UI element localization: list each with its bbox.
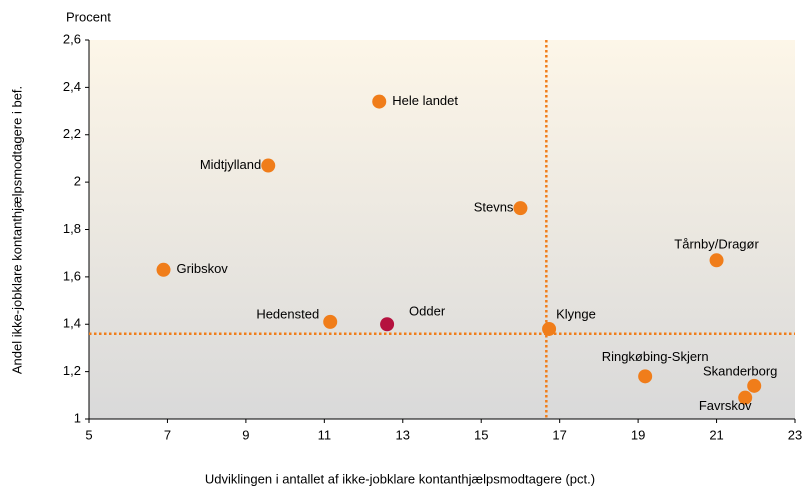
point — [738, 390, 753, 405]
x-axis-label: Udviklingen i antallet af ikke-jobklare … — [205, 471, 595, 486]
point-label: Stevns — [474, 200, 514, 215]
point — [638, 369, 653, 384]
point-label: Tårnby/Dragør — [674, 237, 759, 252]
point-label: Klynge — [556, 306, 596, 321]
y-tick-label: 1,8 — [63, 221, 81, 236]
y-tick-label: 2,4 — [63, 79, 81, 94]
point-label: Midtjylland — [200, 157, 261, 172]
point-label: Hedensted — [256, 306, 319, 321]
y-tick-label: 1,2 — [63, 363, 81, 378]
x-tick-label: 11 — [318, 427, 332, 442]
point — [513, 201, 528, 216]
point-label: Gribskov — [177, 261, 229, 276]
point — [372, 94, 387, 109]
point — [542, 321, 557, 336]
y-tick-label: 2 — [74, 174, 81, 189]
point-label: Odder — [409, 304, 446, 319]
y-tick-label: 1,4 — [63, 316, 81, 331]
x-tick-label: 17 — [552, 427, 566, 442]
point — [747, 378, 762, 393]
point-label: Skanderborg — [703, 363, 777, 378]
point — [156, 262, 171, 277]
y-tick-label: 2,2 — [63, 126, 81, 141]
x-tick-label: 13 — [396, 427, 410, 442]
point — [261, 158, 276, 173]
x-tick-label: 7 — [164, 427, 171, 442]
x-tick-label: 15 — [474, 427, 488, 442]
point-label: Hele landet — [392, 93, 458, 108]
plot-area — [89, 40, 795, 419]
x-tick-label: 23 — [788, 427, 802, 442]
point — [380, 317, 395, 332]
point-label: Favrskov — [699, 398, 752, 413]
point-label: Ringkøbing-Skjern — [602, 349, 709, 364]
point — [709, 253, 724, 268]
y-unit-label: Procent — [66, 9, 111, 24]
x-tick-label: 19 — [631, 427, 645, 442]
x-tick-label: 5 — [85, 427, 92, 442]
y-tick-label: 1 — [74, 410, 81, 425]
y-tick-label: 1,6 — [63, 268, 81, 283]
y-axis-label: Andel ikke-jobklare kontanthjælpsmodtage… — [9, 86, 24, 374]
x-tick-label: 9 — [242, 427, 249, 442]
point — [323, 314, 338, 329]
x-tick-label: 21 — [709, 427, 723, 442]
y-tick-label: 2,6 — [63, 31, 81, 46]
